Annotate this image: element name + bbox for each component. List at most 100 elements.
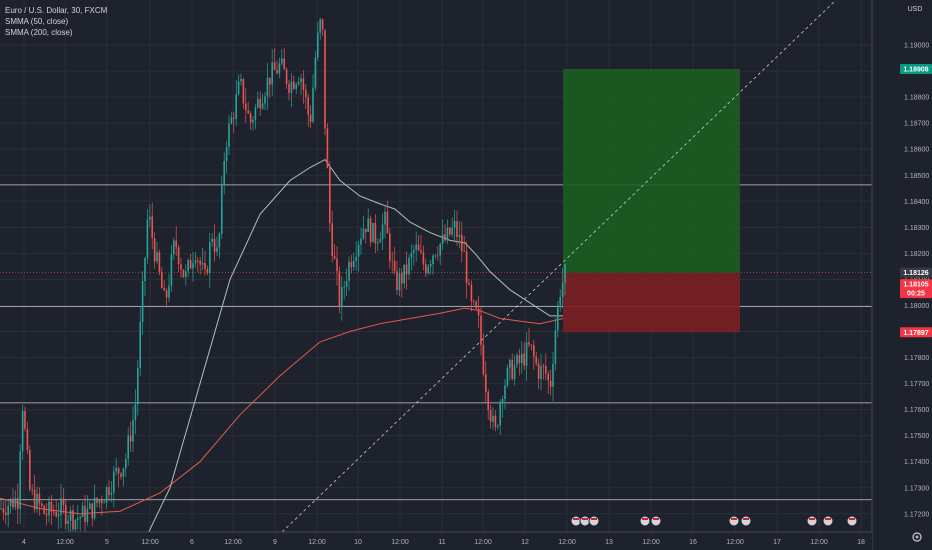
- candle-body: [542, 365, 545, 367]
- candle-body: [134, 404, 137, 421]
- candle-body: [156, 252, 158, 262]
- candle-body: [288, 83, 290, 93]
- trend-line[interactable]: [281, 0, 837, 533]
- candle-body: [60, 498, 62, 515]
- candle-body: [523, 353, 525, 366]
- candle-body: [72, 510, 74, 530]
- candle-body: [437, 255, 439, 257]
- candle-body: [31, 489, 33, 491]
- candle-body: [127, 435, 129, 459]
- event-flag-icon: [822, 515, 834, 527]
- gear-icon[interactable]: [910, 530, 924, 544]
- candle-body: [333, 255, 336, 259]
- candle-body: [213, 238, 216, 252]
- candle-body: [41, 503, 43, 506]
- smma200-label[interactable]: SMMA (200, close): [5, 28, 73, 37]
- candle-body: [413, 249, 415, 253]
- candle-body: [492, 415, 494, 422]
- candle-body: [2, 508, 5, 513]
- candle-body: [77, 518, 79, 521]
- candle-body: [401, 273, 403, 284]
- candle-body: [420, 250, 422, 253]
- candle-body: [170, 254, 173, 286]
- candle-body: [314, 57, 317, 88]
- candle-body: [405, 264, 408, 275]
- event-flag-stripe: [653, 518, 659, 520]
- event-flag-icon: [639, 515, 651, 527]
- candle-body: [254, 107, 257, 120]
- candle-body: [96, 497, 98, 503]
- candle-body: [173, 240, 175, 255]
- candle-body: [456, 221, 458, 237]
- candle-body: [185, 271, 187, 278]
- candle-body: [341, 287, 343, 308]
- event-flag-stripe: [582, 518, 588, 520]
- candle-body: [175, 240, 177, 247]
- time-tick-label: 12:00: [308, 539, 326, 546]
- candle-body: [463, 251, 465, 252]
- candle-body: [379, 239, 381, 243]
- price-tick-label: 1.17700: [904, 381, 929, 388]
- candle-body: [281, 58, 283, 64]
- candle-body: [552, 363, 554, 387]
- candle-body: [204, 262, 206, 269]
- price-tick-label: 1.18700: [904, 121, 929, 128]
- candle-body: [21, 411, 24, 452]
- candle-body: [266, 77, 269, 97]
- candle-body: [163, 288, 165, 291]
- candle-body: [98, 500, 101, 503]
- long-position-tool[interactable]: [563, 69, 740, 333]
- event-flag-stripe: [809, 518, 815, 520]
- candle-body: [345, 280, 348, 287]
- candle-body: [547, 373, 549, 381]
- candle-body: [497, 425, 499, 427]
- candle-body: [50, 501, 53, 512]
- candle-body: [149, 216, 151, 220]
- time-tick-label: 12: [521, 539, 529, 546]
- candle-body: [93, 497, 96, 519]
- candle-body: [549, 380, 552, 387]
- candle-body: [343, 286, 345, 288]
- currency-label[interactable]: USD: [907, 6, 923, 13]
- candle-body: [19, 451, 21, 509]
- candle-body: [45, 513, 48, 516]
- event-flag-icon: [588, 515, 600, 527]
- candle-body: [12, 498, 14, 508]
- candle-body: [180, 264, 182, 270]
- event-flag-stripe: [825, 518, 831, 520]
- time-tick-label: 9: [273, 539, 277, 546]
- candle-body: [389, 233, 391, 261]
- time-axis[interactable]: 4 12:00 5 12:00 6 12:00 9 12:00 10 12:00 11 12:00 12…: [0, 531, 872, 550]
- candle-body: [513, 365, 516, 379]
- bar-countdown-badge: [900, 288, 932, 299]
- candle-body: [427, 266, 429, 274]
- price-tick-label: 1.18000: [904, 303, 929, 310]
- candle-body: [422, 252, 425, 265]
- time-tick-label: 13: [605, 539, 613, 546]
- candle-body: [261, 103, 264, 109]
- plot-background: [0, 0, 872, 532]
- candle-body: [297, 82, 300, 85]
- candle-body: [480, 315, 482, 345]
- price-tick-label: 1.18400: [904, 199, 929, 206]
- candle-body: [451, 227, 453, 235]
- candle-body: [230, 117, 233, 124]
- candle-body: [545, 366, 547, 374]
- candle-body: [557, 305, 559, 331]
- price-tick-label: 1.19000: [904, 43, 929, 50]
- candle-body: [357, 244, 360, 257]
- candle-body: [398, 273, 401, 291]
- time-tick-label: 11: [438, 539, 445, 546]
- candle-body: [29, 450, 31, 490]
- economic-events[interactable]: [570, 515, 858, 527]
- candle-body: [446, 227, 449, 241]
- smma50-label[interactable]: SMMA (50, close): [5, 17, 69, 26]
- time-tick-label: 12:00: [391, 539, 409, 546]
- price-tick-label: 1.17200: [904, 511, 929, 518]
- candle-body: [79, 517, 81, 519]
- symbol-title[interactable]: Euro / U.S. Dollar, 30, FXCM: [5, 6, 108, 15]
- price-tick-label: 1.17300: [904, 485, 929, 492]
- candle-body: [501, 399, 504, 404]
